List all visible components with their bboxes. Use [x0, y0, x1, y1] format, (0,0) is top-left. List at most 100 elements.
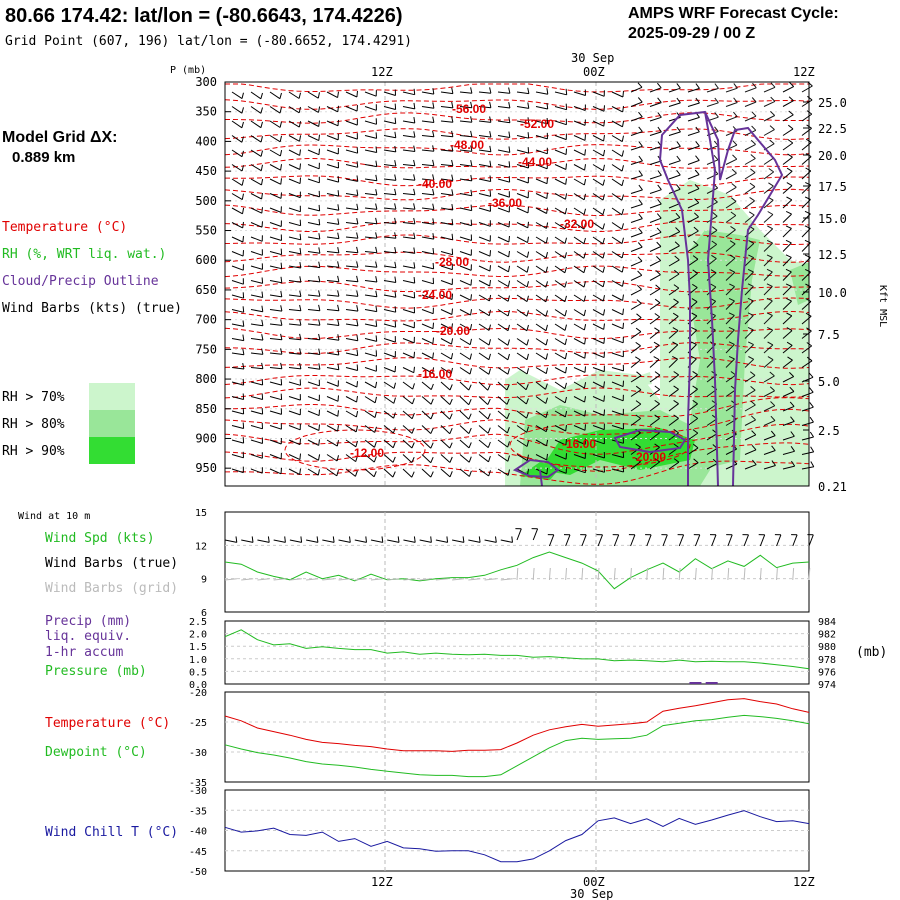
- wind-barb-263: [516, 206, 529, 214]
- barb-feather: [298, 121, 302, 128]
- barb-shaft: [345, 135, 358, 140]
- barb-feather: [469, 324, 473, 331]
- barb-shaft: [497, 439, 508, 448]
- wind-barb-591: [269, 362, 283, 370]
- barb-shaft: [782, 271, 792, 281]
- barb-shaft: [782, 156, 793, 165]
- barb-shaft: [250, 468, 263, 474]
- wind-barb-136: [459, 145, 473, 152]
- barb-shaft: [478, 149, 491, 153]
- barb-feather: [691, 298, 698, 303]
- barb-feather: [394, 247, 397, 254]
- barb-feather: [789, 386, 795, 392]
- barb-shaft: [478, 410, 489, 420]
- barb-feather: [356, 189, 359, 196]
- barb-feather: [584, 149, 586, 156]
- barb-shaft: [269, 294, 282, 298]
- barb-feather: [241, 165, 244, 172]
- barb-shaft: [345, 294, 358, 297]
- barb-feather: [261, 348, 264, 355]
- barb-shaft: [288, 468, 300, 475]
- barb-shaft: [383, 425, 394, 434]
- wind-barb-442: [383, 291, 397, 298]
- barb-feather: [788, 96, 794, 102]
- wind-barb-452: [573, 294, 586, 302]
- barb-shaft: [269, 91, 281, 100]
- barb-shaft: [421, 135, 434, 138]
- wind-barb-757: [478, 439, 491, 448]
- wind-barb-20: [611, 91, 624, 98]
- barb-shaft: [516, 352, 528, 361]
- height-tick-10: 0.21: [818, 480, 847, 494]
- wind-barb-640: [611, 380, 624, 388]
- barb-feather: [635, 327, 642, 333]
- barb-feather: [564, 338, 567, 345]
- barb-shaft: [592, 323, 604, 330]
- wind-barb-698: [535, 410, 548, 419]
- wind-barb-530: [288, 333, 302, 341]
- barb-shaft: [326, 207, 339, 211]
- wind-barb-806: [231, 466, 244, 474]
- barb-shaft: [364, 222, 377, 225]
- sfc-barb-feather: [397, 536, 400, 543]
- barb-feather: [507, 353, 510, 360]
- wind-barb-761: [554, 439, 567, 446]
- wind-barb-540: [478, 338, 491, 346]
- wind-barb-32: [250, 106, 263, 114]
- surface-panels: 1512962.52.01.51.00.50.09849829809789769…: [189, 508, 836, 878]
- sfc-wind-barb-26: [645, 534, 652, 547]
- barb-shaft: [573, 454, 586, 459]
- wind-barb-561: [288, 348, 302, 355]
- wind-barb-281: [269, 220, 282, 227]
- barb-feather: [638, 141, 643, 147]
- wind-barb-414: [440, 278, 453, 286]
- barb-shaft: [630, 145, 643, 151]
- barb-feather: [508, 131, 511, 138]
- barb-feather: [583, 309, 586, 316]
- barb-feather: [432, 218, 435, 225]
- wind-barb-830: [687, 458, 699, 470]
- barb-shaft: [706, 159, 719, 165]
- barb-shaft: [421, 425, 432, 434]
- barb-feather: [394, 160, 397, 167]
- barb-feather: [676, 126, 681, 133]
- barb-shaft: [326, 222, 339, 225]
- wind-barb-384: [459, 264, 472, 271]
- wind-barb-796: [630, 443, 641, 455]
- wind-barb-655: [307, 394, 320, 402]
- barb-shaft: [592, 91, 605, 97]
- wind-barb-674: [668, 385, 679, 397]
- wind-barb-0: [231, 91, 244, 100]
- wind-barb-659: [383, 396, 396, 404]
- wind-barb-2: [269, 91, 282, 100]
- wind-barb-14: [497, 87, 511, 94]
- wind-barb-586: [763, 341, 774, 354]
- wind-barb-578: [611, 350, 624, 358]
- wind-barb-292: [478, 220, 491, 227]
- barb-shaft: [706, 329, 716, 339]
- wind-barb-99: [345, 133, 358, 140]
- barb-feather: [336, 469, 339, 477]
- wind-barb-64: [269, 120, 282, 128]
- grid-barb-6: [322, 578, 335, 581]
- barb-feather: [785, 225, 792, 229]
- wind-barb-121: [763, 125, 775, 136]
- barb-shaft: [326, 106, 339, 113]
- barb-feather: [280, 362, 283, 369]
- wind-barb-776: [250, 452, 263, 459]
- barb-feather: [654, 313, 660, 318]
- barb-feather: [392, 442, 396, 448]
- wind-barb-213: [744, 168, 756, 180]
- barb-feather: [751, 430, 757, 436]
- barb-feather: [261, 291, 264, 298]
- barb-shaft: [402, 425, 413, 434]
- barb-shaft: [801, 142, 812, 151]
- isotherm-label-11: -12.00: [350, 446, 384, 460]
- barb-feather: [564, 266, 567, 273]
- sfc-barb-shaft: [630, 534, 636, 547]
- barb-feather: [432, 203, 435, 210]
- barb-shaft: [554, 265, 566, 274]
- wind-barb-57: [725, 97, 738, 107]
- wind-barb-592: [288, 362, 302, 370]
- wind-barb-168: [478, 160, 492, 168]
